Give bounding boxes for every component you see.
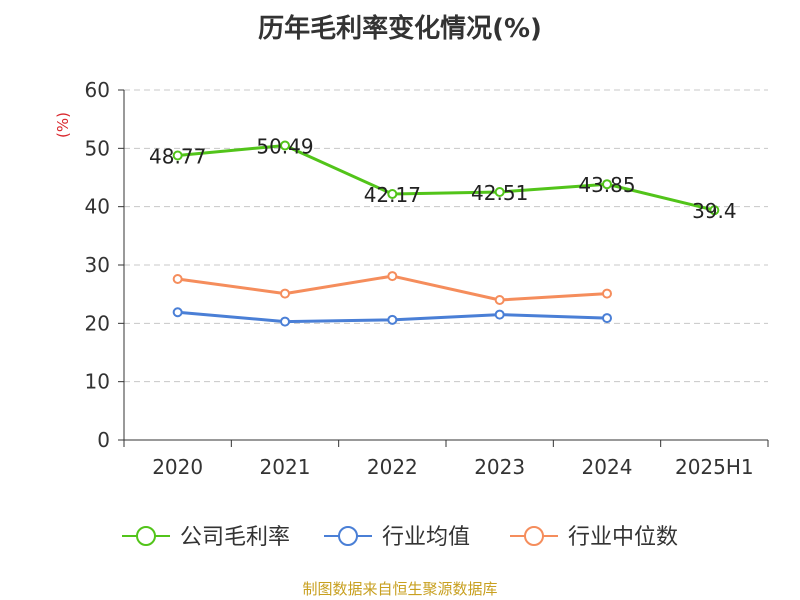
x-tick-label: 2021 [260, 455, 311, 479]
legend-label: 行业均值 [382, 525, 470, 550]
legend-label: 行业中位数 [568, 525, 678, 550]
x-tick-label: 2024 [582, 455, 633, 479]
data-point [494, 187, 505, 198]
y-tick-label: 60 [85, 78, 110, 102]
x-tick-label: 2025H1 [675, 455, 754, 479]
y-tick-label: 50 [85, 136, 110, 160]
legend-marker [136, 526, 156, 546]
data-label: 39.4 [692, 199, 737, 223]
source-note: 制图数据来自恒生聚源数据库 [302, 580, 498, 598]
data-label: 42.17 [364, 183, 421, 207]
data-point [602, 179, 612, 190]
chart-title: 历年毛利率变化情况(%) [258, 14, 542, 44]
data-labels: 48.77 50.49 42.17 42.51 43.85 39.4 [149, 134, 737, 223]
legend-marker [338, 526, 358, 546]
legend: 公司毛利率 行业均值 行业中位数 [122, 525, 678, 550]
data-point [387, 314, 398, 325]
y-tick-label: 10 [85, 370, 110, 394]
y-axis-label: (%) [54, 112, 72, 138]
data-point [602, 313, 612, 324]
legend-label: 公司毛利率 [180, 525, 290, 550]
data-label: 43.85 [578, 173, 635, 197]
y-tick-label: 0 [97, 428, 110, 452]
data-label: 42.51 [471, 181, 528, 205]
x-tick-label: 2023 [474, 455, 525, 479]
data-point [387, 189, 398, 200]
data-point [172, 150, 183, 161]
grid-lines [124, 89, 768, 383]
data-point [494, 309, 505, 320]
x-tick-label: 2020 [152, 455, 203, 479]
series-lines [172, 140, 720, 327]
data-point [602, 288, 612, 299]
y-tick-label: 30 [85, 253, 110, 277]
x-tick-label: 2022 [367, 455, 418, 479]
data-point [280, 140, 290, 151]
data-point [387, 271, 398, 282]
data-point [709, 205, 720, 216]
data-label: 48.77 [149, 145, 206, 169]
data-point [280, 316, 290, 327]
data-label: 50.49 [256, 134, 313, 158]
axes: 0 10 20 30 40 50 60 2020 2021 2022 2023 2024 2025H1 (… [54, 78, 769, 479]
data-point [280, 288, 290, 299]
y-tick-label: 20 [85, 311, 110, 335]
series-line-1 [177, 143, 715, 212]
legend-marker [524, 526, 544, 546]
y-tick-label: 40 [85, 195, 110, 219]
data-point [494, 295, 505, 305]
data-point [172, 274, 183, 284]
data-point [172, 307, 183, 318]
